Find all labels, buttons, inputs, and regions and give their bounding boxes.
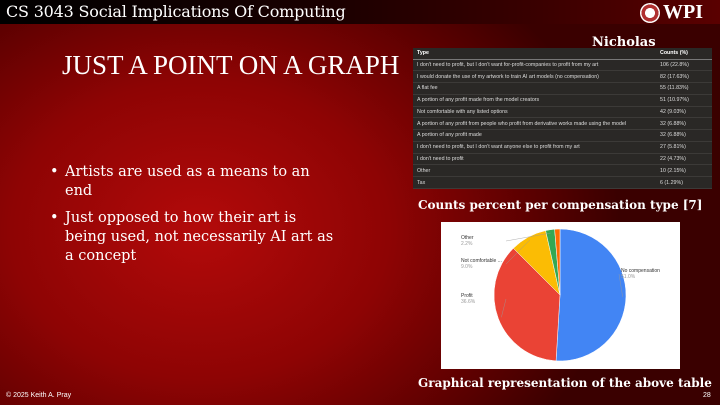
count-cell: 51 (10.97%) xyxy=(656,94,712,107)
seal-icon xyxy=(640,2,660,23)
type-cell: I don't need to profit, but I don't want… xyxy=(413,141,656,154)
type-cell: A portion of any profit made xyxy=(413,129,656,142)
pie-slice xyxy=(555,228,627,362)
copyright: © 2025 Keith A. Pray xyxy=(6,392,72,399)
logo-text: WPI xyxy=(663,1,703,23)
table-row: I don't need to profit 22 (4.73%) xyxy=(413,153,712,166)
leader-line xyxy=(618,273,623,297)
count-cell: 6 (1.29%) xyxy=(656,176,712,189)
slice-percent: 51.0% xyxy=(621,274,636,280)
count-cell: 27 (5.81%) xyxy=(656,141,712,154)
top-bar: CS 3043 Social Implications Of Computing… xyxy=(0,0,720,24)
slice-label: Profit xyxy=(461,293,473,299)
count-cell: 32 (6.88%) xyxy=(656,117,712,131)
column-header: Counts (%) xyxy=(656,48,712,60)
leader-line xyxy=(505,232,551,242)
table-row: A portion of any profit made from the mo… xyxy=(413,94,712,107)
table-row: I would donate the use of my artwork to … xyxy=(413,70,712,84)
table-caption: Counts percent per compensation type [7] xyxy=(418,198,703,212)
count-cell: 55 (11.83%) xyxy=(656,82,712,95)
bullet-item: Just opposed to how their art is being u… xyxy=(50,209,340,266)
table-row: I don't need to profit, but I don't want… xyxy=(413,59,712,72)
pie-slice xyxy=(554,228,561,296)
course-title: CS 3043 Social Implications Of Computing xyxy=(6,2,346,21)
pie-slice xyxy=(493,247,561,362)
type-cell: Tax xyxy=(413,176,656,189)
slice-percent: 9.0% xyxy=(461,264,473,270)
table-row: I don't need to profit, but I don't want… xyxy=(413,141,712,154)
compensation-table: Type Counts (%) I don't need to profit, … xyxy=(413,48,712,189)
type-cell: I don't need to profit, but I don't want… xyxy=(413,59,656,72)
type-cell: A portion of any profit made from the mo… xyxy=(413,94,656,107)
table-row: Not comfortable with any listed options 4… xyxy=(413,106,712,119)
type-cell: Other xyxy=(413,164,656,178)
leader-line xyxy=(501,298,507,318)
wpi-logo: WPI xyxy=(640,1,703,24)
count-cell: 82 (17.63%) xyxy=(656,70,712,84)
slice-percent: 2.2% xyxy=(461,241,473,247)
table-row: A flat fee 55 (11.83%) xyxy=(413,82,712,95)
count-cell: 22 (4.73%) xyxy=(656,153,712,166)
type-cell: A portion of any profit from people who … xyxy=(413,117,656,131)
table-row: Tax 6 (1.29%) xyxy=(413,176,712,189)
slice-label: No compensation xyxy=(621,268,660,274)
table-row: Other 10 (2.15%) xyxy=(413,164,712,178)
slice-label: Other xyxy=(461,235,474,241)
count-cell: 32 (6.88%) xyxy=(656,129,712,142)
slice-label: Not comfortable ... xyxy=(461,258,502,264)
pie-chart: No compensation 51.0% Profit 36.6% Not comfo… xyxy=(441,222,680,369)
leader-line xyxy=(505,239,530,265)
count-cell: 10 (2.15%) xyxy=(656,164,712,178)
table-header-row: Type Counts (%) xyxy=(413,48,712,60)
table-row: A portion of any profit made 32 (6.88%) xyxy=(413,129,712,142)
bullet-list: Artists are used as a means to an end Ju… xyxy=(50,163,340,274)
page-number: 28 xyxy=(703,392,711,399)
slice-percent: 36.6% xyxy=(461,299,476,305)
table-row: A portion of any profit from people who … xyxy=(413,117,712,131)
column-header: Type xyxy=(413,48,656,60)
type-cell: Not comfortable with any listed options xyxy=(413,106,656,119)
chart-caption: Graphical representation of the above ta… xyxy=(418,376,712,390)
type-cell: I don't need to profit xyxy=(413,153,656,166)
type-cell: I would donate the use of my artwork to … xyxy=(413,70,656,84)
count-cell: 42 (9.03%) xyxy=(656,106,712,119)
type-cell: A flat fee xyxy=(413,82,656,95)
slide-title: JUST A POINT ON A GRAPH xyxy=(62,50,400,80)
bullet-item: Artists are used as a means to an end xyxy=(50,163,340,201)
count-cell: 106 (22.8%) xyxy=(656,59,712,72)
